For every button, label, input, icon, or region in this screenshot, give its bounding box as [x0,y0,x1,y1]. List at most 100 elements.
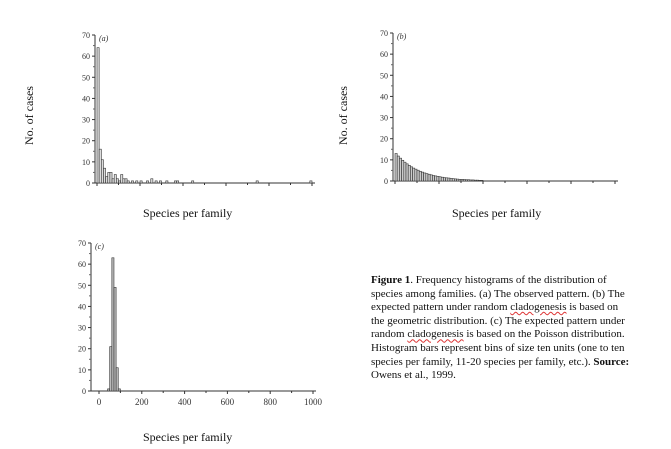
histogram-bar [116,178,119,184]
histogram-bar [440,176,444,182]
y-tick-label: 70 [82,31,90,40]
y-tick-label: 60 [82,52,90,61]
y-tick-label: 10 [78,366,86,375]
histogram-bar [109,172,113,184]
y-tick-label: 10 [82,158,90,167]
histogram-bar [399,157,402,182]
histogram-bar [107,172,111,184]
histogram-bar [410,166,413,182]
caption-text: is based on the geometric distribution. … [371,301,625,341]
histogram-bar [165,180,169,184]
histogram-bar [423,172,427,182]
histogram-bar [139,180,143,184]
histogram-bar [447,177,451,182]
y-tick-label: 0 [86,179,90,188]
histogram-bar [425,173,429,182]
x-tick-label: 400 [178,397,192,407]
histogram-bar [118,180,121,184]
histogram-bar [159,180,162,184]
y-tick-label: 50 [82,73,90,82]
histogram-bar [146,180,149,184]
histogram-bar [101,159,104,184]
y-tick-label: 20 [78,345,86,354]
histogram-bar [115,367,119,392]
y-axis-label-b: No. of cases [336,86,350,145]
y-axis-label-a: No. of cases [22,86,36,145]
y-tick-label: 30 [82,116,90,125]
y-tick-label: 50 [78,281,86,290]
histogram-bar [122,178,126,184]
x-axis-label-a: Species per family [143,206,233,220]
histogram-bar [111,257,115,392]
histogram-bar [124,178,128,184]
y-tick-label: 40 [82,94,90,103]
figure-caption: Figure 1. Frequency histograms of the di… [371,274,633,383]
histogram-bar [117,388,121,392]
histogram-bar [443,177,446,182]
y-tick-label: 0 [384,177,388,186]
figure-label: Figure 1 [371,274,411,286]
histogram-bar [473,179,477,182]
panel-label: (b) [397,32,407,41]
histogram-bar [111,178,115,184]
histogram-bar [135,180,139,184]
histogram-bar [438,176,442,182]
histogram-bar [394,153,398,182]
histogram-bar [465,179,468,182]
y-tick-label: 20 [82,137,90,146]
histogram-bar [467,179,471,182]
x-tick-label: 200 [135,397,149,407]
source-label: Source: [593,355,630,368]
y-tick-label: 70 [380,29,388,38]
histogram-bar [454,178,457,182]
histogram-bar [103,167,106,184]
histogram-bar [462,179,466,182]
panel-label: (c) [95,242,104,251]
histogram-bar [471,179,475,182]
y-tick-label: 30 [380,114,388,123]
y-tick-label: 10 [380,156,388,165]
histogram-bar [107,388,110,392]
histogram-bar [412,167,416,182]
histogram-bar [403,161,407,182]
histogram-bar [456,178,460,182]
histogram-bar [105,176,109,184]
histogram-bar [416,169,420,182]
histogram-bar [418,170,422,182]
panel-label: (a) [99,34,109,43]
x-axis-label-c: Species per family [143,430,233,444]
histogram-bar [396,155,400,182]
histogram-bar [150,178,154,184]
histogram-bar [98,148,102,184]
histogram-bar [460,179,464,182]
histogram-bar [120,174,124,184]
histogram-bar [191,180,195,184]
histogram-bar [451,178,455,182]
y-tick-label: 20 [380,135,388,144]
histogram-bar [429,174,433,182]
histogram-bar [478,180,482,182]
histogram-bar [109,346,113,392]
histogram-bar [445,177,449,182]
misspelled-word: cladogenesis [510,301,567,314]
histogram-bar [96,47,100,184]
histogram-bar [407,165,411,182]
histogram-bar [427,173,431,182]
histogram-bar [126,180,130,184]
histogram-bar [113,287,117,392]
histogram-bar [405,163,409,182]
histogram-bar [480,180,484,182]
histogram-bar [436,176,440,182]
histogram-bar [449,178,453,182]
histogram-bar [255,180,259,184]
histogram-bar [421,171,424,182]
histogram-bar [176,180,180,184]
histogram-bar [434,175,438,182]
histogram-bar [154,180,158,184]
caption-text: is based on the Poisson distribution. Hi… [371,328,625,368]
y-tick-label: 70 [78,239,86,248]
histogram-bar [458,179,462,182]
y-tick-label: 50 [380,71,388,80]
y-tick-label: 40 [78,302,86,311]
